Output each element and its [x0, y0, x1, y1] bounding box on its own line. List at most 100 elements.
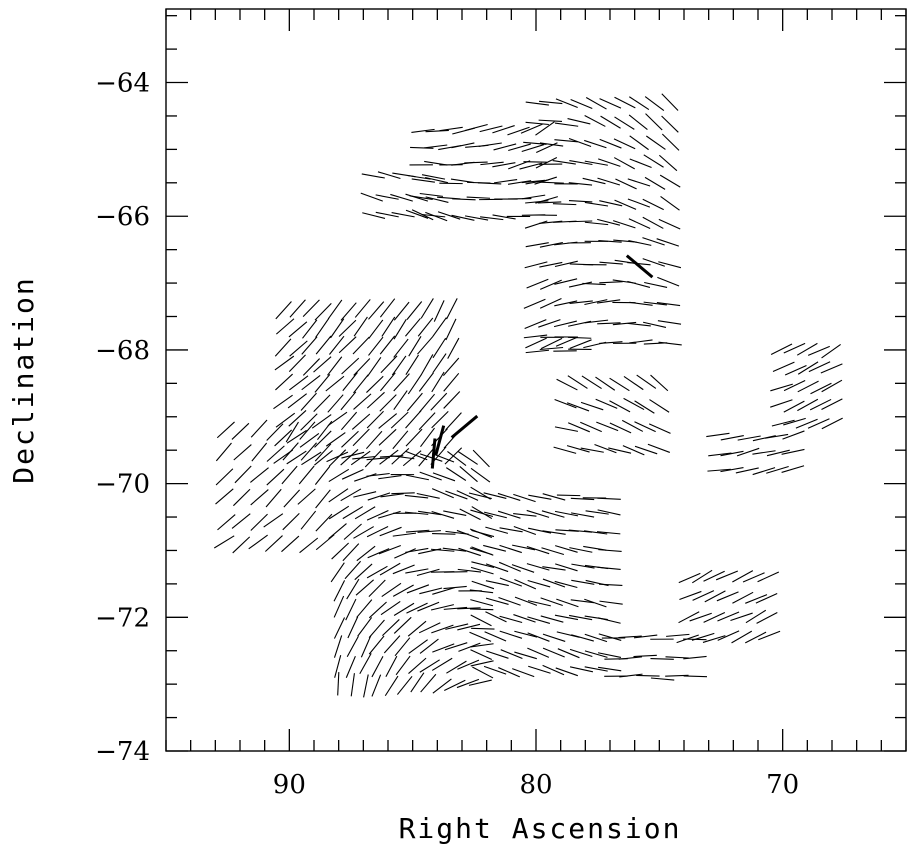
- polarization-vector: [499, 527, 523, 533]
- polarization-vector: [442, 357, 460, 376]
- polarization-vector: [354, 473, 377, 482]
- polarization-vector: [213, 535, 235, 549]
- polarization-vector: [407, 374, 422, 395]
- polarization-vector: [404, 511, 429, 515]
- polarization-vector: [650, 374, 669, 392]
- polarization-vector: [300, 510, 317, 530]
- polarization-vector: [636, 374, 657, 389]
- polarization-vector: [627, 198, 651, 208]
- polarization-vector: [395, 655, 411, 676]
- polarization-vector: [371, 656, 384, 678]
- highlighted-vectors: [430, 254, 654, 469]
- polarization-vector: [342, 543, 360, 562]
- y-tick-label: −72: [95, 603, 150, 633]
- polarization-vector: [541, 510, 565, 518]
- polarization-vector: [458, 547, 481, 557]
- polarization-vector: [627, 322, 651, 327]
- polarization-vector: [770, 383, 793, 392]
- polarization-vector: [514, 578, 537, 590]
- polarization-vector: [542, 493, 566, 501]
- polarization-vector: [383, 635, 401, 654]
- polarization-vector: [584, 650, 608, 658]
- polarization-vector: [472, 449, 490, 468]
- polarization-vector: [379, 455, 404, 458]
- polarization-vector: [381, 316, 396, 337]
- polarization-vector: [528, 527, 552, 534]
- polarization-vector: [457, 568, 482, 573]
- polarization-vector: [338, 319, 357, 337]
- polarization-vector: [418, 622, 441, 634]
- polarization-vector: [485, 580, 509, 587]
- polarization-vector: [406, 392, 423, 412]
- polarization-vector: [569, 339, 592, 349]
- polarization-vector: [379, 298, 396, 318]
- polarization-vector: [368, 601, 387, 619]
- polarization-vector: [554, 300, 578, 307]
- polarization-vector: [378, 510, 401, 519]
- polarization-vector: [443, 372, 460, 392]
- polarization-vector: [313, 394, 331, 412]
- polarization-vector: [431, 657, 453, 671]
- polarization-vector: [380, 355, 398, 374]
- polarization-vector: [583, 530, 608, 535]
- y-tick-label: −68: [95, 336, 150, 366]
- polarization-vector: [659, 174, 681, 188]
- polarization-vector: [645, 135, 666, 150]
- polarization-vector: [644, 96, 665, 112]
- polarization-vector: [527, 600, 551, 607]
- polarization-vector: [275, 318, 295, 335]
- polarization-vector: [446, 298, 458, 320]
- polarization-vector: [232, 536, 251, 554]
- polarization-vector: [289, 340, 308, 357]
- polarization-vector: [419, 638, 439, 654]
- polarization-vector: [555, 336, 578, 347]
- polarization-vector: [315, 335, 332, 355]
- polarization-vector: [525, 349, 550, 354]
- polarization-vector: [599, 600, 623, 605]
- polarization-vector: [486, 650, 509, 659]
- polarization-vector: [584, 221, 609, 226]
- polarization-vector: [368, 319, 384, 339]
- polarization-vector: [499, 544, 522, 554]
- polarization-vector: [584, 139, 607, 149]
- polarization-vector: [458, 642, 481, 652]
- polarization-vector: [807, 345, 830, 356]
- polarization-vector: [233, 444, 252, 461]
- polarization-vector: [451, 142, 475, 149]
- polarization-vector: [419, 393, 436, 413]
- polarization-vector: [423, 144, 448, 149]
- polarization-vector: [597, 322, 621, 325]
- polarization-vector: [445, 490, 468, 500]
- polarization-vector: [431, 624, 454, 634]
- polarization-vector: [418, 447, 435, 467]
- polarization-vector: [597, 652, 622, 658]
- polarization-vector: [512, 668, 535, 678]
- polarization-vector: [425, 129, 449, 133]
- polarization-vector: [633, 634, 658, 639]
- polarization-vector: [614, 116, 635, 130]
- polarization-vector: [783, 400, 805, 413]
- polarization-vector: [772, 361, 795, 373]
- polarization-vector: [499, 615, 523, 624]
- polarization-vector: [642, 198, 664, 211]
- polarization-vector: [300, 392, 317, 411]
- polarization-vector: [356, 599, 373, 618]
- polarization-vector: [480, 216, 504, 221]
- polarization-vector: [408, 639, 428, 654]
- y-tick-label: −64: [95, 69, 150, 99]
- polarization-vector: [329, 335, 345, 355]
- polarization-vector: [524, 261, 548, 269]
- polarization-vector: [629, 158, 652, 169]
- polarization-vector: [457, 623, 481, 631]
- polarization-vector: [457, 451, 478, 465]
- polarization-vector: [581, 375, 602, 390]
- polarization-vector: [542, 566, 566, 571]
- polarization-vector: [629, 96, 650, 111]
- polarization-vector: [707, 468, 731, 472]
- polarization-vector: [757, 571, 780, 583]
- polarization-vector: [443, 606, 468, 610]
- polarization-vector: [419, 587, 443, 595]
- x-tick-label: 80: [519, 770, 552, 800]
- polarization-vector: [643, 301, 667, 306]
- polarization-vector: [570, 512, 595, 518]
